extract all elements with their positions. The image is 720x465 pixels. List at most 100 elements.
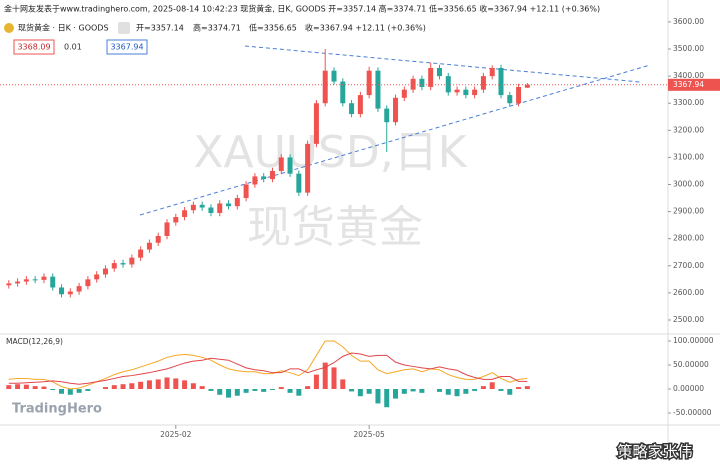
candle-body — [41, 276, 47, 280]
candle-body — [138, 249, 144, 258]
candle-body — [85, 279, 91, 287]
histogram-bar — [252, 389, 258, 391]
y-tick-label: 2800.00 — [673, 234, 704, 243]
candle-body — [129, 257, 135, 265]
candle-body — [507, 95, 513, 104]
histogram-bar — [85, 389, 91, 391]
open-value: 开=3357.14 — [136, 24, 184, 33]
toggle[interactable] — [118, 22, 130, 34]
candle-body — [463, 89, 469, 96]
histogram-bar — [261, 389, 267, 392]
histogram-bar — [190, 383, 196, 389]
watermark-name: 现货黄金 — [247, 202, 423, 253]
author: 策略家张伟 — [617, 443, 692, 461]
candle-body — [331, 70, 337, 82]
histogram-bar — [50, 389, 56, 390]
histogram-bar — [419, 389, 425, 393]
y-tick-label: 3300.00 — [673, 98, 704, 107]
histogram-bar — [208, 389, 214, 391]
candle-body — [226, 203, 232, 207]
histogram-bar — [516, 387, 522, 389]
histogram-bar — [138, 381, 144, 389]
histogram-bar — [217, 389, 223, 395]
candle-body — [313, 103, 319, 144]
histogram-bar — [445, 389, 451, 395]
candle-body — [76, 286, 82, 292]
histogram-bar — [498, 389, 504, 391]
histogram-bar — [32, 386, 38, 389]
candle-body — [278, 157, 284, 171]
candle-body — [472, 89, 478, 96]
candle-body — [50, 276, 56, 288]
trend-line-upper — [244, 45, 641, 83]
y-tick-label: 2600.00 — [673, 288, 704, 297]
histogram-bar — [243, 389, 249, 393]
histogram-bar — [454, 389, 460, 397]
candle-body — [287, 157, 293, 174]
y-tick-label: 3400.00 — [673, 71, 704, 80]
candle-body — [234, 198, 240, 207]
logo: TradingHero — [12, 402, 102, 417]
histogram-bar — [489, 382, 495, 389]
candle-body — [296, 173, 302, 193]
candle-body — [217, 203, 223, 213]
histogram-bar — [278, 387, 284, 389]
y-tick-label: 0.00000 — [673, 384, 704, 393]
histogram-bar — [173, 378, 179, 389]
histogram-bar — [59, 389, 65, 394]
candle-body — [419, 78, 425, 87]
y-tick-label: -50.00000 — [673, 408, 712, 417]
candle-body — [261, 176, 267, 180]
histogram-bar — [349, 389, 355, 392]
candle-body — [401, 89, 407, 98]
histogram-bar — [269, 389, 275, 390]
x-tick-label: 2025-02 — [160, 430, 192, 439]
candle-body — [252, 176, 258, 185]
candle-body — [489, 67, 495, 77]
histogram-bar — [410, 389, 416, 392]
histogram-bar — [41, 386, 47, 389]
histogram-bar — [340, 379, 346, 389]
y-tick-label: 50.00000 — [673, 360, 709, 369]
candle-body — [375, 70, 381, 109]
candle-body — [516, 86, 522, 104]
candle-body — [436, 67, 442, 77]
histogram-bar — [226, 389, 232, 398]
sell-button[interactable] — [13, 39, 55, 55]
histogram-bar — [199, 386, 205, 389]
macd-line — [8, 352, 528, 385]
histogram-bar — [23, 384, 29, 389]
low-value: 低=3356.65 — [249, 23, 297, 33]
histogram-bar — [182, 380, 188, 389]
candle-body — [357, 95, 363, 115]
histogram-bar — [102, 387, 108, 389]
histogram-bar — [146, 380, 152, 389]
candle-body — [111, 263, 117, 269]
candle-body — [67, 291, 73, 295]
y-tick-label: 2900.00 — [673, 207, 704, 216]
histogram-bar — [129, 383, 135, 389]
candle-body — [305, 143, 311, 193]
candle-body — [410, 78, 416, 90]
candle-body — [322, 70, 328, 104]
histogram-bar — [393, 389, 399, 399]
histogram-bar — [524, 386, 530, 389]
candle-body — [146, 242, 152, 250]
symbol-icon — [4, 23, 14, 33]
y-tick-label: 3600.00 — [673, 17, 704, 26]
candle-body — [102, 268, 108, 275]
candle-body — [445, 76, 451, 93]
candle-body — [94, 274, 100, 280]
candle-body — [340, 81, 346, 104]
candle-body — [454, 89, 460, 93]
histogram-bar — [6, 385, 12, 389]
candle-body — [15, 281, 21, 284]
buy-button[interactable] — [106, 39, 148, 55]
candle-body — [155, 235, 161, 243]
last-price-label: 3367.94 — [673, 80, 704, 89]
symbol: 现货黄金 · 日K · GOODS — [18, 23, 109, 33]
histogram-bar — [67, 389, 73, 395]
trend-line-lower — [139, 64, 651, 216]
ask-price: 3367.94 — [110, 43, 143, 52]
